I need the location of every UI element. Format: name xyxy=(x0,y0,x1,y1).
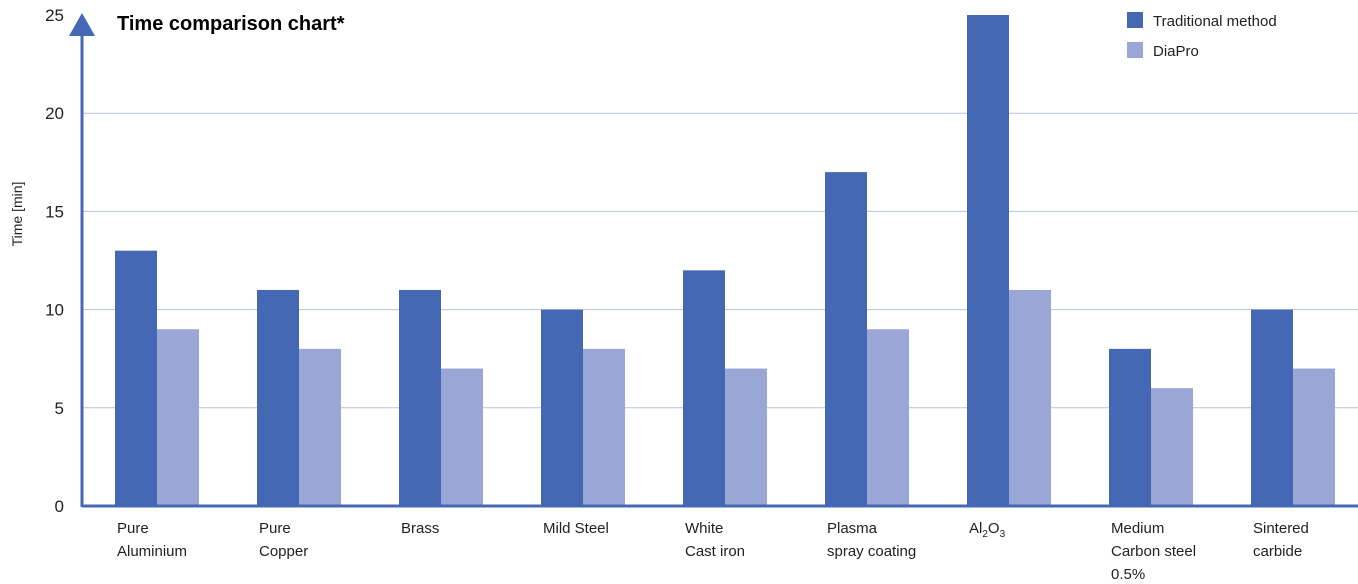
y-tick-label: 0 xyxy=(55,497,64,516)
legend-label: Traditional method xyxy=(1153,13,1277,30)
x-tick-label: Pure Aluminium xyxy=(117,520,187,560)
bar-diapro xyxy=(441,368,483,506)
x-tick-label: Brass xyxy=(401,520,439,537)
x-tick-label: Plasma spray coating xyxy=(827,520,916,560)
x-tick-label: Medium Carbon steel 0.5% xyxy=(1111,520,1196,583)
bar-diapro xyxy=(1009,289,1051,506)
bar-diapro xyxy=(583,348,625,506)
y-axis-arrow xyxy=(69,13,95,36)
bar-diapro xyxy=(1293,368,1335,506)
x-tick-label: White Cast iron xyxy=(685,520,745,560)
bar-diapro xyxy=(725,368,767,506)
bar-traditional xyxy=(257,289,299,506)
x-tick-label: Pure Copper xyxy=(259,520,308,560)
x-tick-label: Al2O3 xyxy=(969,520,1006,540)
bar-traditional xyxy=(1251,309,1293,506)
y-tick-label: 5 xyxy=(55,399,64,418)
bar-diapro xyxy=(1151,388,1193,506)
x-tick-label: Mild Steel xyxy=(543,520,609,537)
y-axis-label: Time [min] xyxy=(9,182,25,247)
y-tick-label: 15 xyxy=(45,202,64,221)
bar-traditional xyxy=(967,15,1009,506)
bar-traditional xyxy=(115,250,157,506)
bar-traditional xyxy=(399,289,441,506)
legend-label: DiaPro xyxy=(1153,43,1199,60)
x-tick-label: Sintered carbide xyxy=(1253,520,1309,560)
y-tick-label: 25 xyxy=(45,6,64,25)
legend-swatch xyxy=(1127,42,1143,58)
bar-traditional xyxy=(1109,348,1151,506)
bars xyxy=(115,15,1335,506)
y-tick-label: 20 xyxy=(45,104,64,123)
bar-traditional xyxy=(825,172,867,506)
y-tick-label: 10 xyxy=(45,301,64,320)
bar-traditional xyxy=(683,270,725,506)
legend-swatch xyxy=(1127,12,1143,28)
bar-diapro xyxy=(299,348,341,506)
labels: 0 5 10 15 20 25 Pure Aluminium Pure Copper Brass Mi… xyxy=(45,6,1309,583)
legend: Traditional method DiaPro xyxy=(1127,12,1277,60)
bar-traditional xyxy=(541,309,583,506)
bar-diapro xyxy=(867,329,909,506)
chart-title: Time comparison chart* xyxy=(117,13,345,35)
axes xyxy=(69,13,1358,508)
bar-diapro xyxy=(157,329,199,506)
